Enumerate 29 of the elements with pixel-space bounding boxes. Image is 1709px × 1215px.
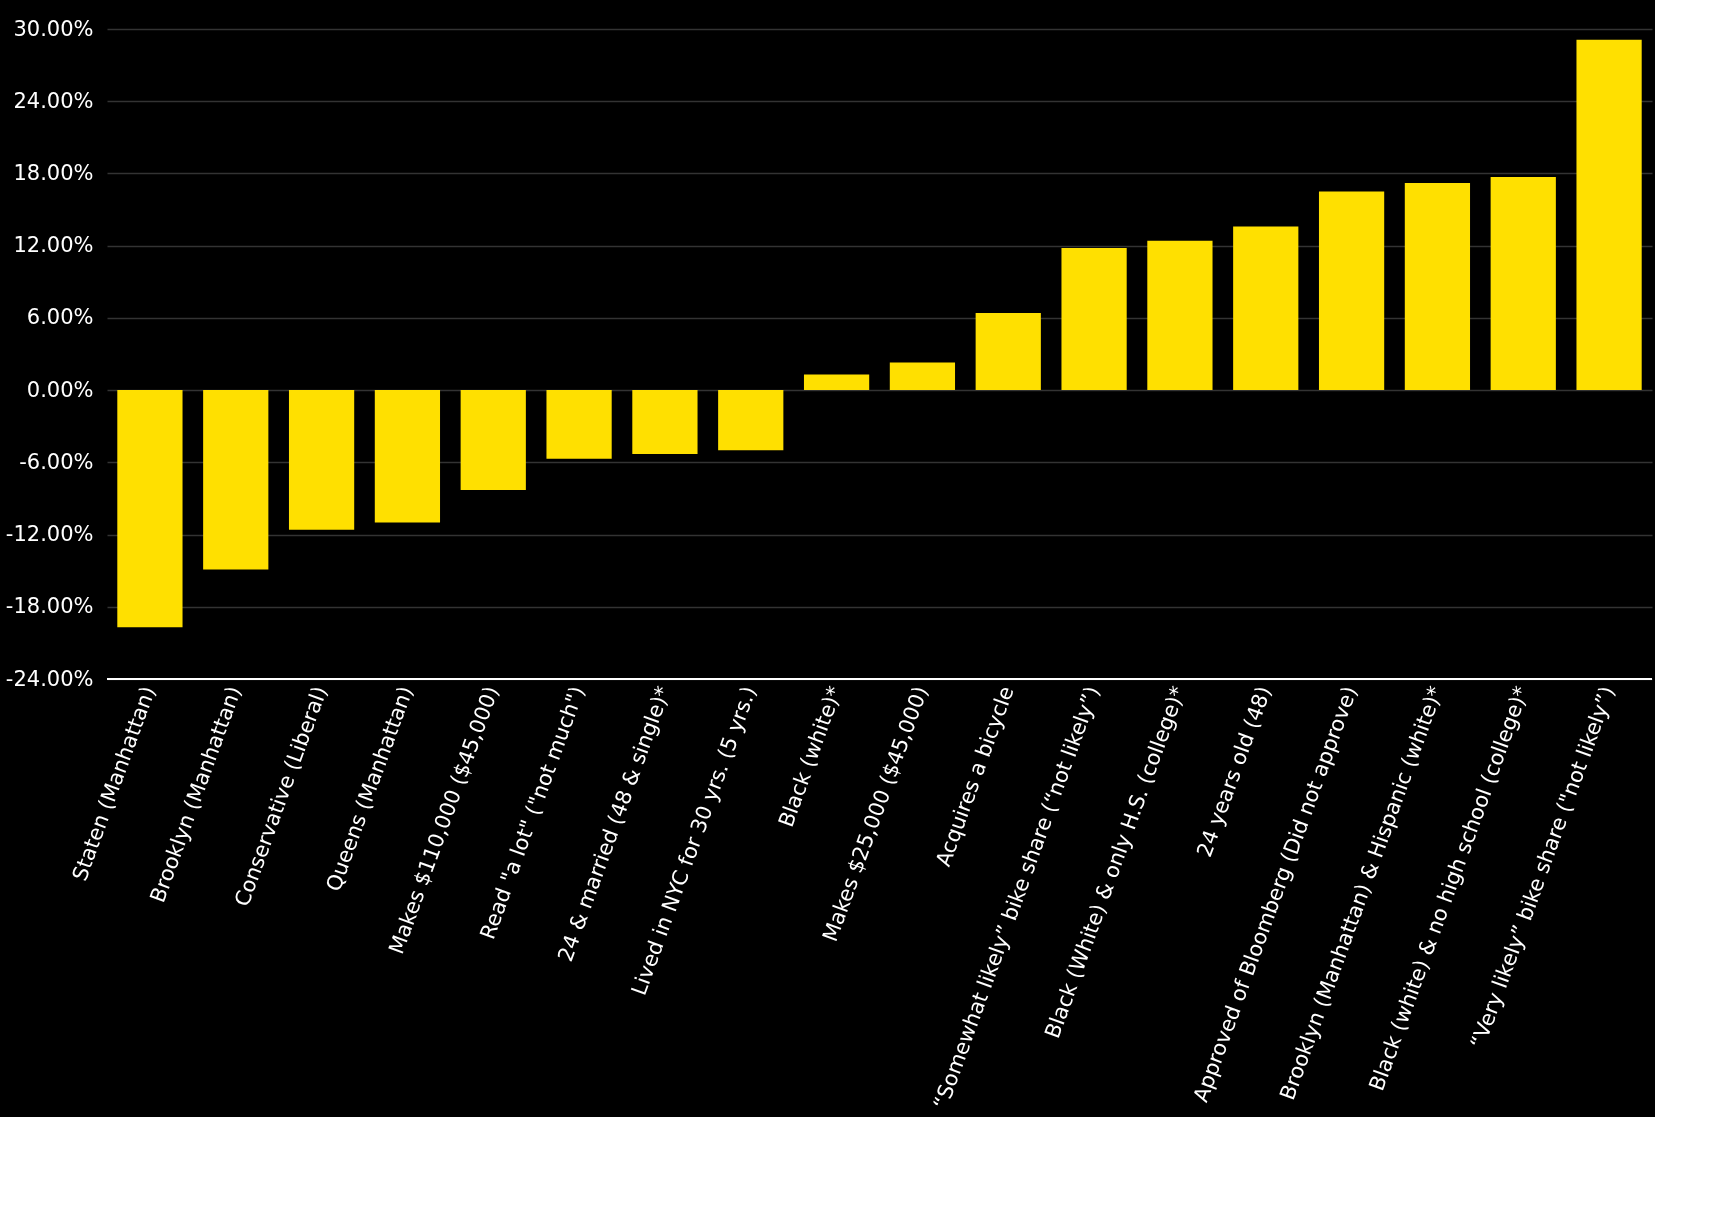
y-tick-label: -6.00% — [19, 449, 94, 474]
bar — [1147, 240, 1213, 391]
bar — [374, 390, 441, 523]
bar — [1233, 226, 1299, 391]
bar — [718, 390, 784, 451]
bar — [803, 374, 870, 391]
y-tick-label: 0.00% — [26, 377, 94, 402]
y-tick-label: -24.00% — [5, 666, 94, 691]
bar — [1404, 183, 1471, 391]
bar — [1318, 191, 1385, 391]
bar — [203, 390, 269, 570]
y-tick-label: 6.00% — [26, 305, 94, 330]
bar — [117, 390, 183, 628]
bar — [1490, 177, 1556, 391]
y-tick-label: 18.00% — [13, 160, 94, 185]
y-tick-label: -18.00% — [5, 594, 94, 619]
y-tick-label: -12.00% — [5, 522, 94, 547]
bar — [288, 390, 355, 530]
x-tick-label: 24 years old (48) — [1192, 683, 1277, 861]
bar — [460, 390, 526, 491]
bar — [546, 390, 612, 459]
bar — [1576, 39, 1642, 391]
y-tick-label: 24.00% — [13, 88, 94, 113]
y-tick-label: 12.00% — [13, 233, 94, 258]
bar — [889, 362, 956, 391]
bar — [632, 390, 698, 454]
bar — [975, 313, 1041, 391]
bar — [1061, 248, 1127, 391]
y-tick-label: 30.00% — [13, 16, 94, 41]
